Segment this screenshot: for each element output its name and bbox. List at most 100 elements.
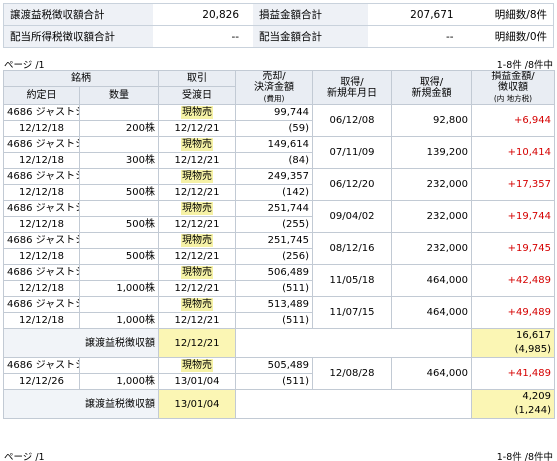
trade-row-top: 4686 ジャストシステム 現物売 149,614 07/11/09 139,2… — [3, 136, 555, 169]
quantity: 1,000株 — [79, 280, 159, 297]
page-indicator: ページ /1 — [4, 452, 45, 461]
trade-row-top: 4686 ジャストシステム 現物売 506,489 11/05/18 464,0… — [3, 264, 555, 297]
brand-spacer — [79, 200, 159, 217]
fee: (256) — [235, 248, 313, 265]
acquisition-date: 11/07/15 — [312, 296, 392, 329]
trade-type-label: 現物売 — [181, 202, 213, 215]
trade-type-label: 現物売 — [181, 234, 213, 247]
subtotal-date: 13/01/04 — [158, 389, 236, 419]
delivery-date: 12/12/21 — [158, 280, 236, 297]
trade-history-table: 銘柄 取引 売却/決済金額 (費用) 取得/新規年月日 取得/新規金額 損益金額/… — [3, 70, 555, 419]
sale-amount: 251,745 — [235, 232, 313, 249]
acquisition-amount: 139,200 — [391, 136, 472, 169]
contract-date: 12/12/18 — [3, 184, 80, 201]
profit-loss: +17,357 — [471, 168, 555, 201]
trade-type: 現物売 — [158, 264, 236, 281]
delivery-date: 12/12/21 — [158, 248, 236, 265]
profit-loss: +6,944 — [471, 104, 555, 137]
dividend-tax-total-value: -- — [231, 30, 240, 43]
brand-spacer — [79, 168, 159, 185]
fee: (84) — [235, 152, 313, 169]
fee: (511) — [235, 373, 313, 390]
quantity: 500株 — [79, 248, 159, 265]
fee: (142) — [235, 184, 313, 201]
acquisition-amount: 232,000 — [391, 200, 472, 233]
quantity: 500株 — [79, 216, 159, 233]
sale-amount: 251,744 — [235, 200, 313, 217]
trade-row-top: 4686 ジャストシステム 現物売 99,744 06/12/08 92,800… — [3, 104, 555, 137]
brand-name: 4686 ジャストシステム — [3, 200, 80, 217]
trade-type: 現物売 — [158, 136, 236, 153]
trade-type-label: 現物売 — [181, 298, 213, 311]
profit-loss: +49,489 — [471, 296, 555, 329]
dividend-count: 明細数/0件 — [494, 31, 547, 43]
contract-date: 12/12/18 — [3, 152, 80, 169]
brand-spacer — [79, 104, 159, 121]
subtotal-amount: 16,617 (4,985) — [471, 328, 555, 358]
header-delivery-date: 受渡日 — [158, 86, 236, 105]
pl-total-value: 207,671 — [367, 3, 468, 26]
detail-count: 明細数/8件 — [467, 3, 554, 26]
acquisition-amount: 232,000 — [391, 232, 472, 265]
header-brand: 銘柄 — [3, 70, 159, 87]
trade-row-top: 4686 ジャストシステム 現物売 513,489 11/07/15 464,0… — [3, 296, 555, 329]
dividend-total-label: 配当金額合計 — [253, 25, 368, 48]
quantity: 200株 — [79, 120, 159, 137]
contract-date: 12/12/26 — [3, 373, 80, 390]
sale-amount: 513,489 — [235, 296, 313, 313]
brand-spacer — [79, 136, 159, 153]
trade-row-bottom: 12/12/18 1,000株 12/12/21 (511) — [3, 280, 555, 297]
acquisition-amount: 464,000 — [391, 296, 472, 329]
acquisition-date: 12/08/28 — [312, 357, 392, 390]
acquisition-date: 06/12/08 — [312, 104, 392, 137]
brand-name: 4686 ジャストシステム — [3, 104, 80, 121]
acquisition-date: 06/12/20 — [312, 168, 392, 201]
brand-name: 4686 ジャストシステム — [3, 168, 80, 185]
trade-row-bottom: 12/12/18 500株 12/12/21 (255) — [3, 216, 555, 233]
trade-type: 現物売 — [158, 296, 236, 313]
trade-row-top: 4686 ジャストシステム 現物売 251,745 08/12/16 232,0… — [3, 232, 555, 265]
table-header-row: 銘柄 取引 売却/決済金額 (費用) 取得/新規年月日 取得/新規金額 損益金額/… — [3, 70, 555, 105]
sale-amount: 505,489 — [235, 357, 313, 374]
contract-date: 12/12/18 — [3, 280, 80, 297]
trade-row-bottom: 12/12/18 500株 12/12/21 (142) — [3, 184, 555, 201]
trade-type-label: 現物売 — [181, 170, 213, 183]
trade-row-top: 4686 ジャストシステム 現物売 505,489 12/08/28 464,0… — [3, 357, 555, 390]
trade-row-bottom: 12/12/18 1,000株 12/12/21 (511) — [3, 312, 555, 329]
subtotal-label: 譲渡益税徴収額 — [3, 389, 159, 419]
trade-type: 現物売 — [158, 200, 236, 217]
brand-name: 4686 ジャストシステム — [3, 296, 80, 313]
pl-total-label: 損益金額合計 — [253, 3, 368, 26]
trade-row-bottom: 12/12/18 300株 12/12/21 (84) — [3, 152, 555, 169]
quantity: 1,000株 — [79, 312, 159, 329]
header-quantity: 数量 — [79, 86, 159, 105]
contract-date: 12/12/18 — [3, 248, 80, 265]
sale-amount: 149,614 — [235, 136, 313, 153]
transfer-tax-total-value: 20,826 — [153, 3, 254, 26]
subtotal-row: 譲渡益税徴収額 12/12/21 16,617 (4,985) — [3, 328, 555, 358]
profit-loss: +10,414 — [471, 136, 555, 169]
delivery-date: 12/12/21 — [158, 216, 236, 233]
acquisition-date: 08/12/16 — [312, 232, 392, 265]
subtotal-amount: 4,209 (1,244) — [471, 389, 555, 419]
brand-name: 4686 ジャストシステム — [3, 357, 80, 374]
header-pl: 損益金額/徴収額 (内 地方税) — [471, 70, 555, 105]
brand-spacer — [79, 232, 159, 249]
brand-name: 4686 ジャストシステム — [3, 232, 80, 249]
acquisition-date: 11/05/18 — [312, 264, 392, 297]
contract-date: 12/12/18 — [3, 216, 80, 233]
subtotal-row: 譲渡益税徴収額 13/01/04 4,209 (1,244) — [3, 389, 555, 419]
delivery-date: 13/01/04 — [158, 373, 236, 390]
quantity: 300株 — [79, 152, 159, 169]
fee: (255) — [235, 216, 313, 233]
trade-type: 現物売 — [158, 104, 236, 121]
acquisition-amount: 92,800 — [391, 104, 472, 137]
result-count: 1-8件 /8件中 — [496, 60, 553, 71]
brand-name: 4686 ジャストシステム — [3, 136, 80, 153]
subtotal-spacer — [235, 389, 472, 419]
subtotal-label: 譲渡益税徴収額 — [3, 328, 159, 358]
trade-type: 現物売 — [158, 232, 236, 249]
brand-spacer — [79, 357, 159, 374]
trade-type-label: 現物売 — [181, 266, 213, 279]
contract-date: 12/12/18 — [3, 312, 80, 329]
